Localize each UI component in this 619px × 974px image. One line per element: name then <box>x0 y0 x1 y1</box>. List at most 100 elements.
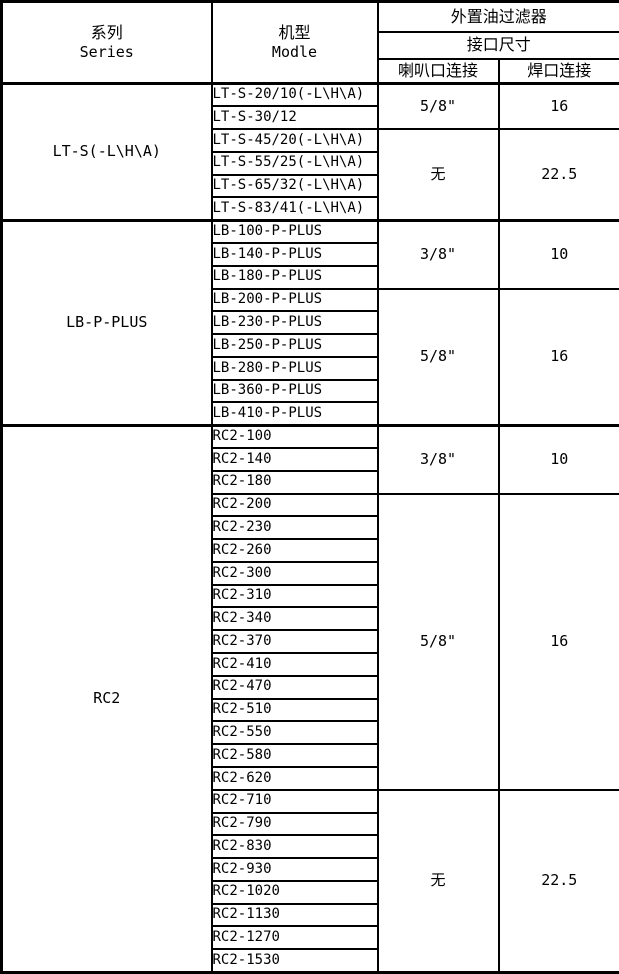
series-header-en: Series <box>79 43 134 62</box>
table-row: RC2-1270 <box>2 925 619 951</box>
table-row: LT-S-30/12 <box>2 105 619 131</box>
model-cell: RC2-340 <box>210 606 379 632</box>
table-row: RC2-370 <box>2 629 619 655</box>
model-cell: RC2-300 <box>210 560 379 586</box>
table-row: RC2-200 5/8" 16 <box>2 492 619 791</box>
weld-size-cell: 22.5 <box>497 128 619 222</box>
model-cell: RC2-140 <box>210 447 379 472</box>
model-cell: LB-180-P-PLUS <box>210 264 379 290</box>
model-cell: RC2-790 <box>210 811 379 837</box>
table-row: LB-280-P-PLUS <box>2 355 619 381</box>
model-cell: RC2-580 <box>210 743 379 768</box>
model-cell: LT-S-55/25(-L\H\A) <box>210 150 379 176</box>
model-cell: RC2-200 <box>210 492 379 518</box>
table-row: LB-230-P-PLUS <box>2 310 619 336</box>
weld-size-cell: 16 <box>497 492 619 791</box>
table-row: RC2-140 <box>2 447 619 472</box>
model-cell: LB-230-P-PLUS <box>210 310 379 336</box>
flare-size-cell: 5/8" <box>376 287 500 427</box>
table-body: LT-S(-L\H\A) LT-S-20/10(-L\H\A) 5/8" 16 LT-S… <box>0 82 619 974</box>
model-cell: RC2-930 <box>210 857 379 882</box>
model-cell: RC2-260 <box>210 538 379 563</box>
model-cell: RC2-470 <box>210 674 379 700</box>
model-cell: LT-S-30/12 <box>210 105 379 131</box>
table-row: RC2-580 <box>2 743 619 768</box>
table-row: RC2-260 <box>2 538 619 563</box>
table-row: RC2-510 <box>2 697 619 723</box>
model-cell: LB-280-P-PLUS <box>210 355 379 381</box>
table-row: RC2-300 <box>2 560 619 586</box>
table-row: LT-S(-L\H\A) LT-S-20/10(-L\H\A) 5/8" 16 <box>0 82 619 222</box>
model-cell: LB-140-P-PLUS <box>210 241 379 267</box>
model-cell: LT-S-20/10(-L\H\A) <box>210 82 379 108</box>
flare-size-cell: 无 <box>376 788 500 974</box>
series-cell: LB-P-PLUS <box>0 218 213 427</box>
table-row: RC2-830 <box>2 834 619 860</box>
table-row: LB-360-P-PLUS <box>2 378 619 404</box>
table-row: RC2-790 <box>2 811 619 837</box>
model-cell: RC2-1530 <box>210 948 379 974</box>
table-row: LB-140-P-PLUS <box>2 241 619 267</box>
weld-size-cell: 16 <box>497 287 619 427</box>
table-row: RC2-310 <box>2 583 619 609</box>
table-row: RC2-1020 <box>2 879 619 905</box>
flare-size-cell: 无 <box>376 128 500 222</box>
model-cell: LT-S-45/20(-L\H\A) <box>210 128 379 153</box>
model-cell: RC2-230 <box>210 515 379 541</box>
model-cell: LB-250-P-PLUS <box>210 333 379 358</box>
table-row: RC2-180 <box>2 469 619 495</box>
table-row: LB-180-P-PLUS <box>2 264 619 290</box>
table-row: RC2-1130 <box>2 902 619 928</box>
model-cell: LB-200-P-PLUS <box>210 287 379 313</box>
weld-connection-header: 焊口连接 <box>497 57 619 85</box>
table-row: RC2-470 <box>2 674 619 700</box>
flare-size-cell: 5/8" <box>376 82 500 131</box>
model-cell: LT-S-65/32(-L\H\A) <box>210 173 379 199</box>
model-cell: RC2-410 <box>210 652 379 677</box>
model-header-en: Modle <box>271 43 318 62</box>
model-cell: RC2-550 <box>210 720 379 746</box>
table-row: LB-410-P-PLUS <box>2 401 619 427</box>
table-row: LT-S-55/25(-L\H\A) <box>2 150 619 176</box>
table-row: RC2-930 <box>2 857 619 882</box>
flare-size-cell: 3/8" <box>376 423 500 495</box>
model-cell: RC2-1020 <box>210 879 379 905</box>
model-cell: RC2-370 <box>210 629 379 655</box>
model-cell: RC2-620 <box>210 765 379 791</box>
model-cell: LT-S-83/41(-L\H\A) <box>210 196 379 222</box>
filter-title-header: 外置油过滤器 <box>376 0 619 33</box>
table-row: RC2-410 <box>2 652 619 677</box>
table-row: RC2-550 <box>2 720 619 746</box>
weld-size-cell: 16 <box>497 82 619 131</box>
series-cell: RC2 <box>0 423 213 974</box>
flare-size-cell: 3/8" <box>376 218 500 290</box>
model-cell: RC2-1270 <box>210 925 379 951</box>
model-cell: RC2-1130 <box>210 902 379 928</box>
model-cell: RC2-510 <box>210 697 379 723</box>
model-cell: RC2-180 <box>210 469 379 495</box>
model-cell: RC2-100 <box>210 423 379 449</box>
flare-connection-header: 喇叭口连接 <box>376 57 500 85</box>
model-cell: LB-410-P-PLUS <box>210 401 379 427</box>
table-row: RC2-230 <box>2 515 619 541</box>
table-row: LT-S-45/20(-L\H\A) 无 22.5 <box>2 128 619 222</box>
size-title-header: 接口尺寸 <box>376 30 619 60</box>
table-row: LT-S-83/41(-L\H\A) <box>2 196 619 222</box>
table-row: LB-P-PLUS LB-100-P-PLUS 3/8" 10 <box>0 218 619 427</box>
series-header-zh: 系列 <box>90 23 123 43</box>
table-row: RC2 RC2-100 3/8" 10 <box>0 423 619 974</box>
model-cell: RC2-830 <box>210 834 379 860</box>
header-row-2: 接口尺寸 <box>2 30 619 60</box>
weld-size-cell: 10 <box>497 218 619 290</box>
table-row: RC2-620 <box>2 765 619 791</box>
table-row: RC2-340 <box>2 606 619 632</box>
flare-size-cell: 5/8" <box>376 492 500 791</box>
model-cell: LB-100-P-PLUS <box>210 218 379 244</box>
series-cell: LT-S(-L\H\A) <box>0 82 213 222</box>
model-column-header: 机型 Modle <box>210 0 379 85</box>
model-header-zh: 机型 <box>278 23 311 43</box>
table-row: LB-250-P-PLUS <box>2 333 619 358</box>
model-cell: LB-360-P-PLUS <box>210 378 379 404</box>
table-row: LT-S-65/32(-L\H\A) <box>2 173 619 199</box>
